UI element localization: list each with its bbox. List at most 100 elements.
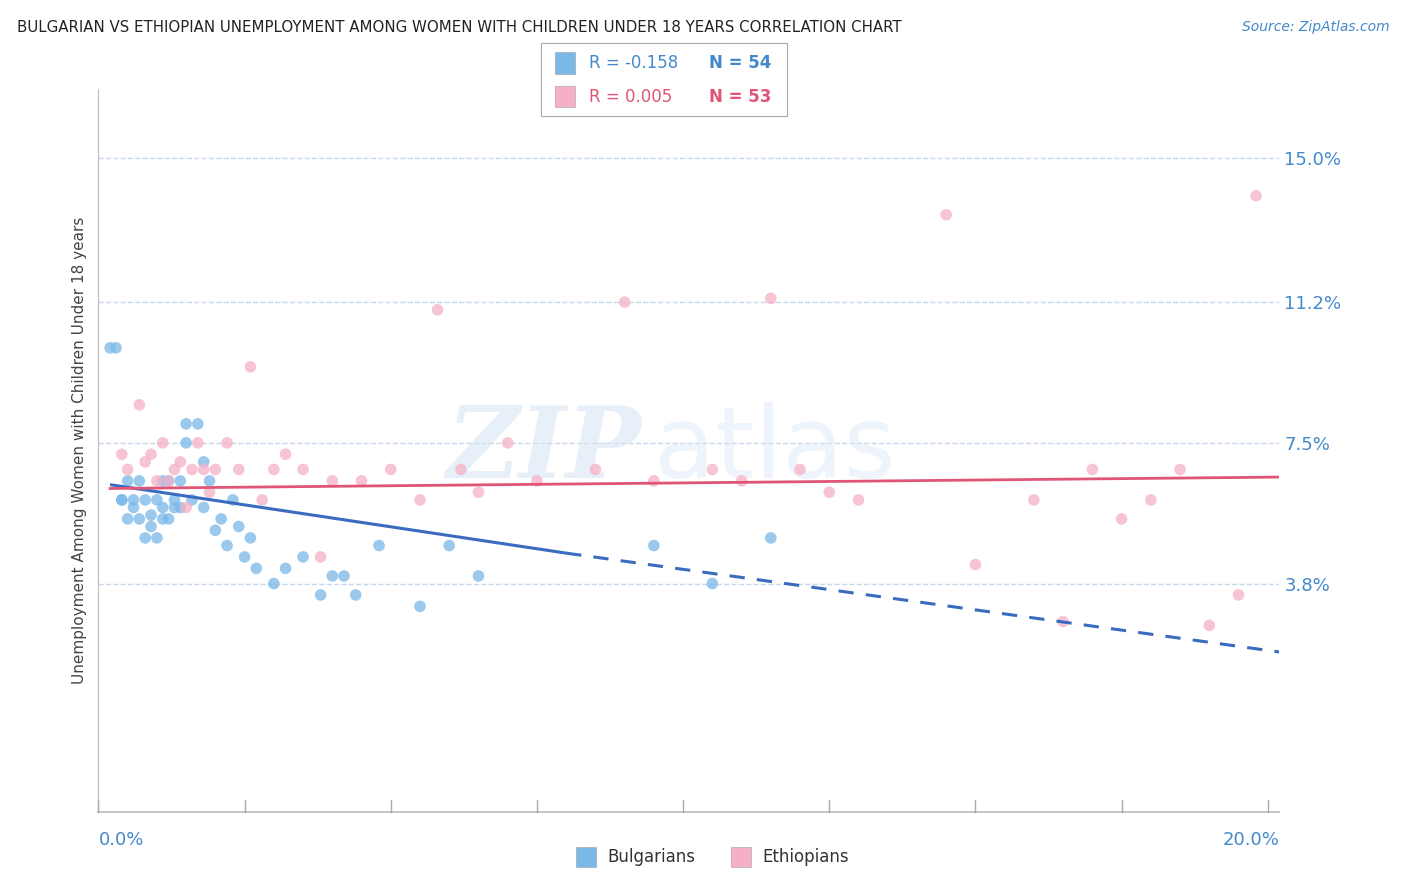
Point — [152, 435, 174, 450]
Point — [122, 492, 145, 507]
Point — [111, 492, 134, 507]
Point — [450, 462, 472, 476]
Point — [702, 462, 724, 476]
Point — [157, 474, 180, 488]
Point — [759, 291, 782, 305]
Point — [169, 474, 191, 488]
Point — [309, 588, 332, 602]
Text: N = 54: N = 54 — [709, 54, 770, 72]
Point — [1140, 492, 1163, 507]
Point — [496, 435, 519, 450]
Point — [169, 455, 191, 469]
Point — [128, 512, 150, 526]
Point — [321, 569, 343, 583]
Point — [1022, 492, 1045, 507]
Point — [239, 359, 262, 374]
Text: Ethiopians: Ethiopians — [762, 848, 849, 866]
Point — [111, 492, 134, 507]
Point — [368, 539, 391, 553]
Point — [409, 599, 432, 614]
Text: 20.0%: 20.0% — [1223, 830, 1279, 848]
Point — [209, 512, 232, 526]
Point — [1227, 588, 1250, 602]
Point — [263, 576, 285, 591]
Point — [467, 569, 489, 583]
Point — [128, 398, 150, 412]
Point — [117, 512, 139, 526]
Point — [245, 561, 267, 575]
Text: ZIP: ZIP — [447, 402, 641, 499]
Text: atlas: atlas — [654, 402, 896, 499]
Point — [128, 474, 150, 488]
Point — [204, 524, 226, 538]
Point — [111, 447, 134, 461]
Point — [344, 588, 367, 602]
Point — [467, 485, 489, 500]
Point — [215, 539, 238, 553]
Point — [98, 341, 121, 355]
Point — [174, 500, 197, 515]
Point — [409, 492, 432, 507]
Point — [1052, 615, 1074, 629]
Point — [935, 208, 957, 222]
Point — [965, 558, 987, 572]
Point — [292, 549, 315, 564]
Point — [152, 474, 174, 488]
Point — [426, 302, 449, 317]
Point — [169, 500, 191, 515]
Point — [187, 435, 209, 450]
Text: Bulgarians: Bulgarians — [607, 848, 696, 866]
Text: R = -0.158: R = -0.158 — [589, 54, 678, 72]
Point — [702, 576, 724, 591]
Point — [818, 485, 841, 500]
Point — [152, 500, 174, 515]
Point — [643, 539, 665, 553]
Point — [215, 435, 238, 450]
Point — [181, 492, 204, 507]
Text: N = 53: N = 53 — [709, 88, 770, 106]
Point — [1198, 618, 1220, 632]
Point — [1081, 462, 1104, 476]
Point — [134, 455, 156, 469]
Point — [146, 474, 169, 488]
Point — [204, 462, 226, 476]
Point — [139, 519, 162, 533]
Text: BULGARIAN VS ETHIOPIAN UNEMPLOYMENT AMONG WOMEN WITH CHILDREN UNDER 18 YEARS COR: BULGARIAN VS ETHIOPIAN UNEMPLOYMENT AMON… — [17, 20, 901, 35]
Point — [104, 341, 127, 355]
Point — [163, 500, 186, 515]
Point — [122, 500, 145, 515]
Point — [163, 492, 186, 507]
Point — [117, 462, 139, 476]
Point — [309, 549, 332, 564]
Point — [193, 455, 215, 469]
Point — [157, 512, 180, 526]
Point — [139, 447, 162, 461]
Point — [848, 492, 870, 507]
Point — [134, 531, 156, 545]
Point — [157, 474, 180, 488]
Point — [187, 417, 209, 431]
Point — [181, 462, 204, 476]
Point — [198, 485, 221, 500]
Point — [198, 474, 221, 488]
Point — [1111, 512, 1133, 526]
Point — [1244, 188, 1267, 202]
Y-axis label: Unemployment Among Women with Children Under 18 years: Unemployment Among Women with Children U… — [72, 217, 87, 684]
Point — [193, 500, 215, 515]
Point — [263, 462, 285, 476]
Point — [222, 492, 245, 507]
Point — [789, 462, 811, 476]
Point — [228, 519, 250, 533]
Point — [174, 417, 197, 431]
Point — [321, 474, 343, 488]
Point — [117, 474, 139, 488]
Point — [1168, 462, 1191, 476]
Point — [233, 549, 256, 564]
Point — [643, 474, 665, 488]
Point — [292, 462, 315, 476]
Point — [730, 474, 752, 488]
Point — [174, 435, 197, 450]
Point — [239, 531, 262, 545]
Point — [613, 295, 636, 310]
Point — [134, 492, 156, 507]
